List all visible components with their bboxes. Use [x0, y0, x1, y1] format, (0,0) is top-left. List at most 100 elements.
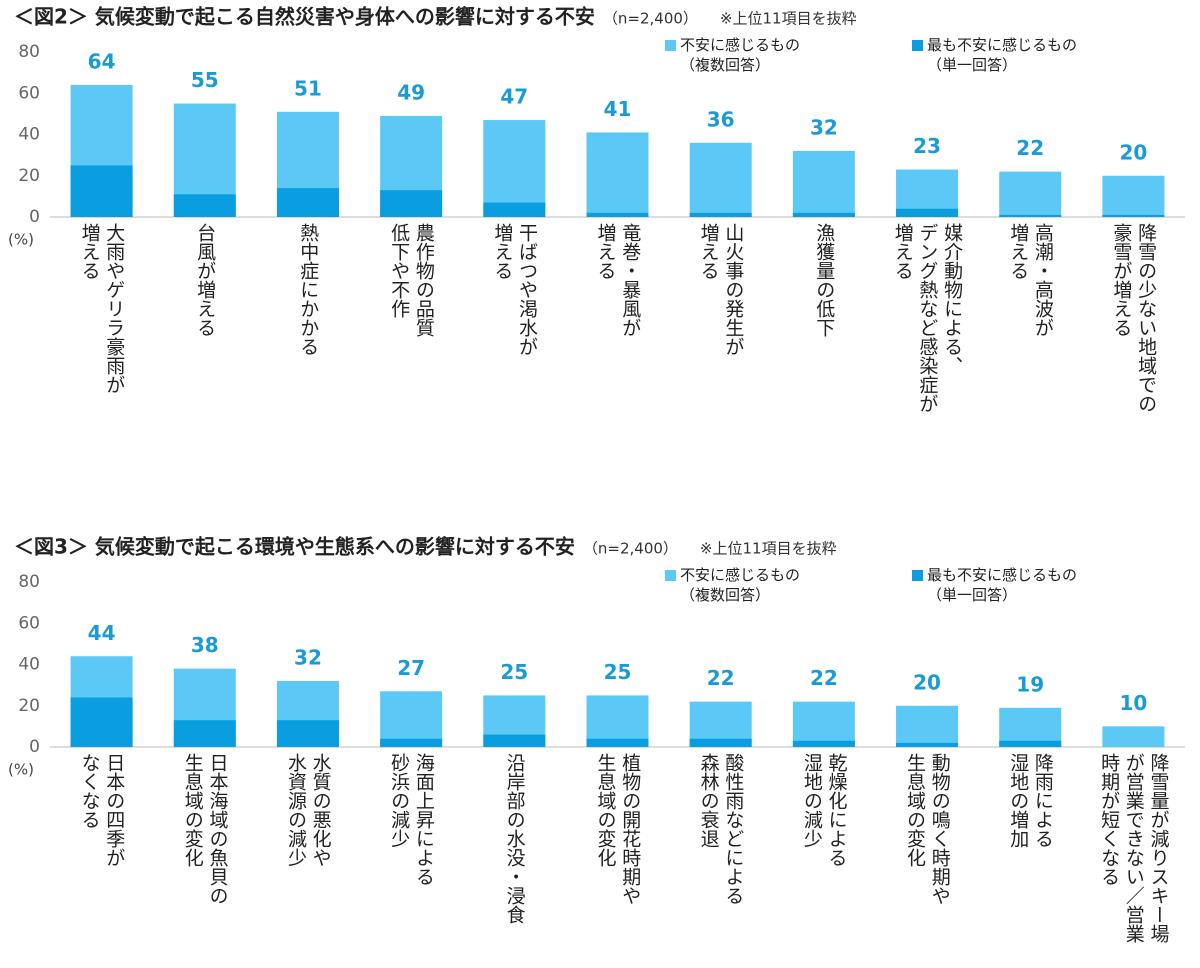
value-label: 64 [88, 50, 116, 74]
bar [586, 132, 649, 217]
value-label: 44 [88, 621, 116, 645]
bar [173, 720, 236, 747]
bar [173, 194, 236, 217]
bar [689, 212, 752, 217]
x-tick-label: 降雪量が減りスキー場 が営業できない／営業 時期が短くなる [1098, 753, 1170, 943]
y-tick-label: 80 [18, 572, 40, 592]
bar [792, 212, 855, 217]
x-tick-label: 高潮・高波が 増える [1007, 223, 1054, 337]
note: ※上位11項目を抜粋 [700, 540, 837, 558]
value-label: 22 [1016, 136, 1044, 160]
x-tick-label: 酸性雨などによる 森林の衰退 [697, 753, 745, 905]
bar [276, 188, 339, 217]
y-tick-label: 60 [18, 83, 40, 103]
x-tick-label: 日本の四季が なくなる [78, 753, 126, 867]
legend-swatch [665, 570, 676, 581]
value-label: 10 [1119, 691, 1147, 715]
chart-title: ＜図3＞ 気候変動で起こる環境や生態系への影響に対する不安 [14, 535, 575, 559]
legend-label: 不安に感じるもの （複数回答） [680, 566, 801, 605]
y-tick-label: 40 [18, 125, 40, 145]
bar [70, 697, 133, 747]
bar [792, 151, 855, 217]
x-tick-label: 漁獲量の低下 [813, 223, 836, 337]
bar [586, 212, 649, 217]
bar [792, 740, 855, 747]
bar [380, 738, 443, 747]
value-label: 32 [810, 116, 838, 140]
bar [1102, 214, 1165, 217]
bar [483, 202, 546, 217]
x-tick-label: 沿岸部の水没・浸食 [503, 753, 526, 924]
x-tick-label: 台風が増える [194, 223, 217, 337]
value-label: 23 [913, 134, 941, 158]
note: ※上位11項目を抜粋 [720, 10, 857, 28]
bar [999, 740, 1062, 747]
bar [999, 171, 1062, 217]
value-label: 36 [707, 107, 735, 131]
bar [586, 738, 649, 747]
value-label: 55 [191, 68, 219, 92]
y-tick-label: 40 [18, 655, 40, 675]
bar [1102, 175, 1165, 217]
bar [380, 691, 443, 747]
value-label: 38 [191, 633, 219, 657]
x-tick-label: 媒介動物による、 デング熱など感染症が 増える [891, 223, 964, 413]
bar [1102, 726, 1165, 747]
value-label: 27 [397, 656, 425, 680]
x-tick-label: 農作物の品質 低下や不作 [388, 223, 435, 337]
y-tick-label: 0 [29, 737, 40, 757]
bar [276, 720, 339, 747]
value-label: 32 [294, 646, 322, 670]
value-label: 20 [913, 670, 941, 694]
bar [999, 707, 1062, 747]
x-tick-label: 乾燥化による 湿地の減少 [800, 753, 848, 867]
value-label: 22 [810, 666, 838, 690]
subtitle: （n=2,400） [603, 10, 698, 28]
legend-label: 最も不安に感じるもの （単一回答） [927, 566, 1078, 605]
chart-title: ＜図2＞ 気候変動で起こる自然災害や身体への影響に対する不安 [14, 5, 595, 29]
value-label: 20 [1119, 140, 1147, 164]
y-tick-label: 20 [18, 696, 40, 716]
bar [896, 705, 959, 747]
x-tick-label: 海面上昇による 砂浜の減少 [388, 753, 435, 886]
bar [689, 738, 752, 747]
legend-label: 最も不安に感じるもの （単一回答） [927, 36, 1078, 75]
legend-swatch [912, 570, 923, 581]
x-tick-label: 山火事の発生が 増える [697, 223, 745, 356]
value-label: 19 [1016, 672, 1044, 696]
x-tick-label: 動物の鳴く時期や 生息域の変化 [904, 753, 951, 905]
bar [896, 742, 959, 747]
bar [70, 165, 133, 217]
x-tick-label: 植物の開花時期や 生息域の変化 [594, 753, 642, 905]
value-label: 25 [500, 660, 528, 684]
y-tick-label: 80 [18, 42, 40, 62]
x-tick-label: 竜巻・暴風が 増える [594, 223, 642, 337]
y-tick-label: 0 [29, 207, 40, 227]
bar [483, 120, 546, 217]
x-tick-label: 大雨やゲリラ豪雨が 増える [78, 223, 126, 394]
y-unit: (%) [8, 761, 34, 779]
value-label: 25 [604, 660, 632, 684]
x-tick-label: 降雪の少ない地域での 豪雪が増える [1110, 223, 1158, 413]
value-label: 47 [500, 85, 528, 109]
value-label: 51 [294, 76, 322, 100]
x-tick-label: 熱中症にかかる [297, 223, 320, 356]
y-tick-label: 60 [18, 613, 40, 633]
bar [999, 214, 1062, 217]
bar [689, 142, 752, 217]
subtitle: （n=2,400） [583, 540, 678, 558]
legend-swatch [665, 40, 676, 51]
bar [380, 190, 443, 217]
x-tick-label: 日本海域の魚貝の 生息域の変化 [181, 753, 229, 905]
bar [586, 695, 649, 747]
y-tick-label: 20 [18, 166, 40, 186]
value-label: 49 [397, 80, 425, 104]
legend-swatch [912, 40, 923, 51]
y-unit: (%) [8, 231, 34, 249]
bar [792, 701, 855, 747]
bar [483, 734, 546, 747]
value-label: 41 [604, 97, 632, 121]
value-label: 22 [707, 666, 735, 690]
